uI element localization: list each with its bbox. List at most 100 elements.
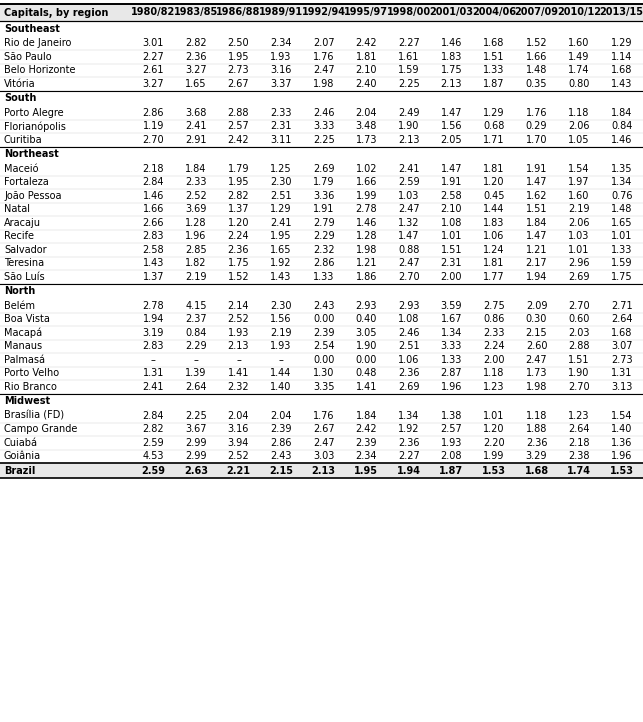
Text: 2.79: 2.79	[312, 218, 334, 227]
Text: 2.69: 2.69	[398, 382, 419, 392]
Text: 1.77: 1.77	[483, 271, 505, 282]
Text: Recife: Recife	[4, 231, 34, 241]
Text: 1.84: 1.84	[185, 164, 206, 174]
Text: 1.56: 1.56	[440, 121, 462, 131]
Text: 1.54: 1.54	[568, 164, 590, 174]
Text: Fortaleza: Fortaleza	[4, 177, 49, 187]
Text: 2.58: 2.58	[440, 191, 462, 201]
Text: 2.05: 2.05	[440, 135, 462, 144]
Text: Curitiba: Curitiba	[4, 135, 42, 144]
Text: 1.52: 1.52	[526, 38, 547, 48]
Text: 1.59: 1.59	[398, 65, 419, 75]
Text: 1.88: 1.88	[526, 425, 547, 434]
Text: 1.40: 1.40	[270, 382, 292, 392]
Text: North: North	[4, 286, 35, 296]
Text: 2.32: 2.32	[228, 382, 249, 392]
Text: 1.47: 1.47	[440, 164, 462, 174]
Text: 2.06: 2.06	[568, 218, 590, 227]
Text: 2.27: 2.27	[142, 52, 164, 62]
Text: 2.19: 2.19	[568, 204, 590, 214]
Text: Rio Branco: Rio Branco	[4, 382, 57, 392]
Text: 3.59: 3.59	[440, 301, 462, 310]
Text: 1.93: 1.93	[228, 328, 249, 338]
Text: 1.60: 1.60	[568, 191, 590, 201]
Text: 1.35: 1.35	[611, 164, 633, 174]
Text: 2.50: 2.50	[228, 38, 249, 48]
Text: 3.37: 3.37	[270, 79, 292, 89]
Text: 0.35: 0.35	[526, 79, 547, 89]
Text: 1.84: 1.84	[526, 218, 547, 227]
Text: 0.45: 0.45	[483, 191, 505, 201]
Text: 1.75: 1.75	[611, 271, 633, 282]
Text: 2013/15: 2013/15	[600, 7, 643, 17]
Text: 1.56: 1.56	[270, 314, 292, 324]
Text: Brasília (FD): Brasília (FD)	[4, 411, 64, 421]
Text: 1.34: 1.34	[440, 328, 462, 338]
Text: 3.36: 3.36	[313, 191, 334, 201]
Text: 2.00: 2.00	[483, 355, 505, 365]
Text: 2.33: 2.33	[483, 328, 505, 338]
Text: 0.30: 0.30	[526, 314, 547, 324]
Text: 2007/09: 2007/09	[514, 7, 559, 17]
Text: 2.59: 2.59	[143, 438, 164, 448]
Text: 2.09: 2.09	[526, 301, 547, 310]
Text: 2.63: 2.63	[184, 466, 208, 476]
Text: 2.67: 2.67	[228, 79, 249, 89]
Text: 2.66: 2.66	[143, 218, 164, 227]
Text: 2.15: 2.15	[269, 466, 293, 476]
Text: 1.43: 1.43	[143, 258, 164, 269]
Text: 2.47: 2.47	[526, 355, 547, 365]
Text: 2.37: 2.37	[185, 314, 206, 324]
Text: 1.93: 1.93	[440, 438, 462, 448]
Text: 1.43: 1.43	[611, 79, 633, 89]
Text: 1.96: 1.96	[440, 382, 462, 392]
Text: 2.27: 2.27	[398, 451, 420, 461]
Text: 2.06: 2.06	[568, 121, 590, 131]
Text: 0.80: 0.80	[568, 79, 590, 89]
Text: 2.13: 2.13	[228, 342, 249, 351]
Text: 1.66: 1.66	[143, 204, 164, 214]
Text: 1.79: 1.79	[313, 177, 334, 187]
Text: 1.06: 1.06	[484, 231, 505, 241]
Text: 3.67: 3.67	[185, 425, 206, 434]
Text: 1.98: 1.98	[526, 382, 547, 392]
Text: 1.62: 1.62	[526, 191, 547, 201]
Text: 1.84: 1.84	[611, 108, 633, 118]
Text: 1.51: 1.51	[568, 355, 590, 365]
Text: Rio de Janeiro: Rio de Janeiro	[4, 38, 71, 48]
Text: 2.17: 2.17	[526, 258, 547, 269]
Text: Capitals, by region: Capitals, by region	[4, 7, 109, 17]
Text: 3.07: 3.07	[611, 342, 633, 351]
Text: 2.40: 2.40	[356, 79, 377, 89]
Text: 2.47: 2.47	[398, 204, 420, 214]
Text: 1.96: 1.96	[611, 451, 633, 461]
Text: 1.19: 1.19	[143, 121, 164, 131]
Text: Northeast: Northeast	[4, 149, 59, 160]
Text: 2.69: 2.69	[313, 164, 334, 174]
Text: 2.13: 2.13	[440, 79, 462, 89]
Text: 2.83: 2.83	[143, 231, 164, 241]
Text: Manaus: Manaus	[4, 342, 42, 351]
Text: 2.14: 2.14	[228, 301, 249, 310]
Text: 1.51: 1.51	[526, 204, 547, 214]
Text: 1.37: 1.37	[228, 204, 249, 214]
Text: Belo Horizonte: Belo Horizonte	[4, 65, 75, 75]
Text: 2.29: 2.29	[185, 342, 206, 351]
Text: 2.31: 2.31	[270, 121, 292, 131]
Text: South: South	[4, 93, 37, 103]
Text: 1.41: 1.41	[228, 368, 249, 378]
Text: 2.58: 2.58	[143, 245, 164, 255]
Text: 3.27: 3.27	[143, 79, 164, 89]
Text: 1.93: 1.93	[270, 52, 292, 62]
Text: 1.48: 1.48	[526, 65, 547, 75]
Text: 2.47: 2.47	[312, 65, 334, 75]
Text: 1.83: 1.83	[440, 52, 462, 62]
Text: 1.02: 1.02	[356, 164, 377, 174]
Text: 2.15: 2.15	[526, 328, 547, 338]
Text: 1.76: 1.76	[313, 52, 334, 62]
Text: 1.20: 1.20	[483, 177, 505, 187]
Text: 2.25: 2.25	[398, 79, 420, 89]
Text: 1.65: 1.65	[185, 79, 206, 89]
Text: 2.82: 2.82	[143, 425, 164, 434]
Text: 1.38: 1.38	[440, 411, 462, 421]
